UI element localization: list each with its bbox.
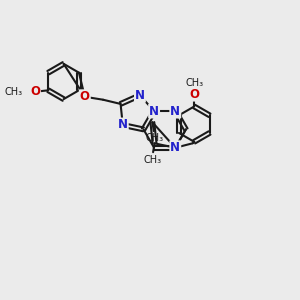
Text: CH₃: CH₃ [4,87,23,97]
Text: CH₃: CH₃ [185,78,203,88]
Text: O: O [189,88,199,100]
Text: CH₃: CH₃ [143,154,161,164]
Text: N: N [170,104,180,118]
Text: N: N [118,118,128,131]
Text: N: N [170,141,180,154]
Text: N: N [135,89,145,102]
Text: O: O [30,85,40,98]
Text: N: N [149,104,159,118]
Text: CH₃: CH₃ [146,134,164,143]
Text: O: O [80,90,90,103]
